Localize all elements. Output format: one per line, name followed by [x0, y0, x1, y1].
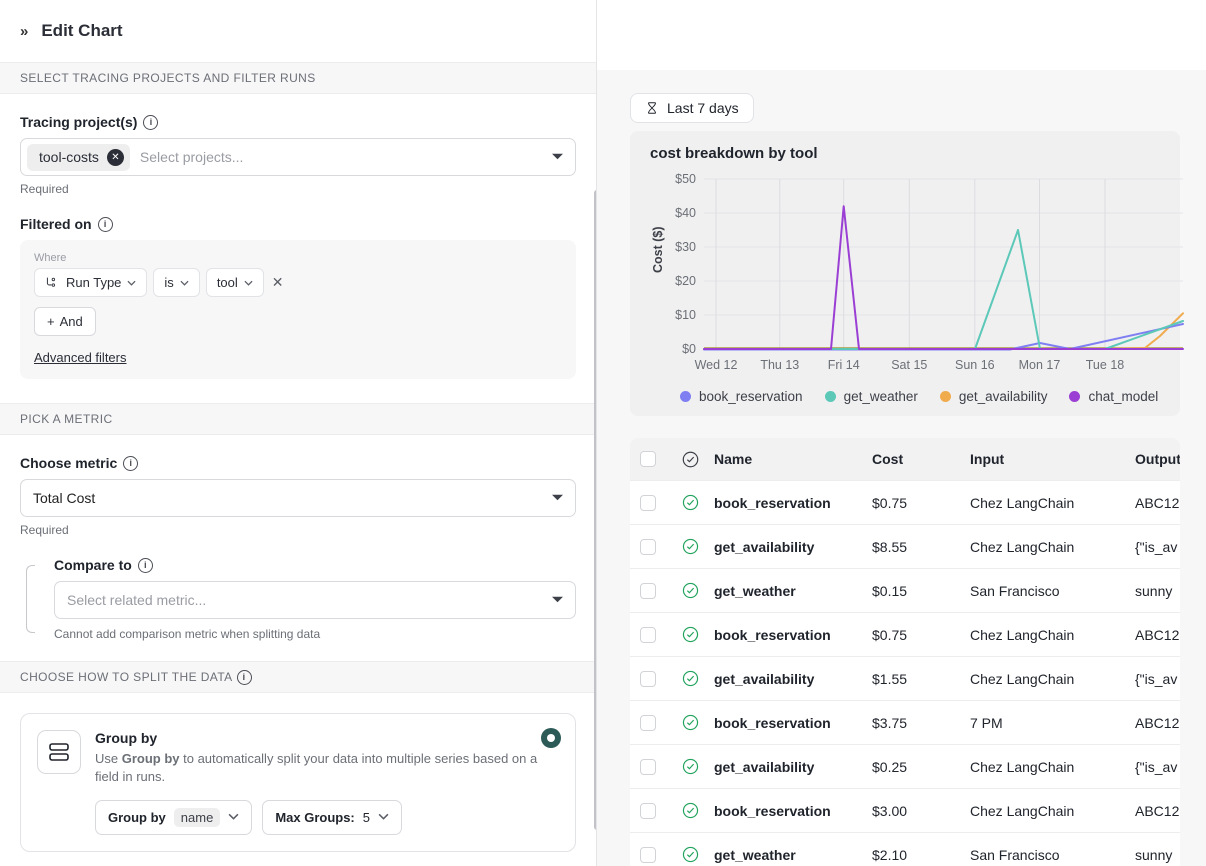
- svg-text:Cost ($): Cost ($): [651, 226, 665, 273]
- svg-text:$50: $50: [675, 172, 696, 186]
- svg-text:$20: $20: [675, 274, 696, 288]
- svg-text:Thu 13: Thu 13: [760, 358, 799, 372]
- svg-text:$0: $0: [682, 342, 696, 356]
- svg-text:Mon 17: Mon 17: [1019, 358, 1061, 372]
- svg-text:Fri 14: Fri 14: [828, 358, 860, 372]
- svg-text:Sun 16: Sun 16: [955, 358, 995, 372]
- svg-text:$30: $30: [675, 240, 696, 254]
- svg-text:Wed 12: Wed 12: [695, 358, 738, 372]
- svg-text:$10: $10: [675, 308, 696, 322]
- svg-text:$40: $40: [675, 206, 696, 220]
- svg-text:Tue 18: Tue 18: [1086, 358, 1125, 372]
- svg-text:Sat 15: Sat 15: [891, 358, 927, 372]
